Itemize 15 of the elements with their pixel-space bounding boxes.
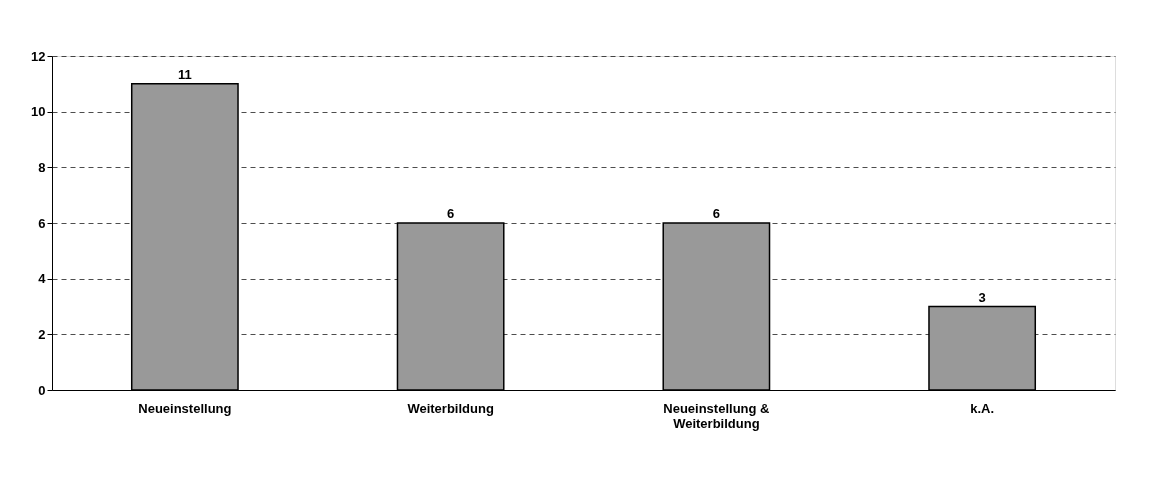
x-tick-label: k.A. xyxy=(970,400,995,416)
x-tick-label: Neueinstellung & Weiterbildung xyxy=(663,400,770,431)
y-tick-label: 6 xyxy=(38,215,46,231)
x-tick-label: Neueinstellung xyxy=(138,400,232,416)
y-tick-label: 4 xyxy=(38,271,47,287)
y-tick-label: 12 xyxy=(31,48,46,64)
data-label: 3 xyxy=(978,289,986,305)
y-tick-label: 2 xyxy=(38,326,46,342)
y-tick-label: 0 xyxy=(38,382,46,398)
y-tick-label: 8 xyxy=(38,159,46,175)
x-tick-label: Weiterbildung xyxy=(407,400,494,416)
data-label: 11 xyxy=(178,66,192,82)
data-label: 6 xyxy=(447,206,455,221)
data-label: 6 xyxy=(712,206,720,221)
y-tick-label: 10 xyxy=(31,104,46,120)
